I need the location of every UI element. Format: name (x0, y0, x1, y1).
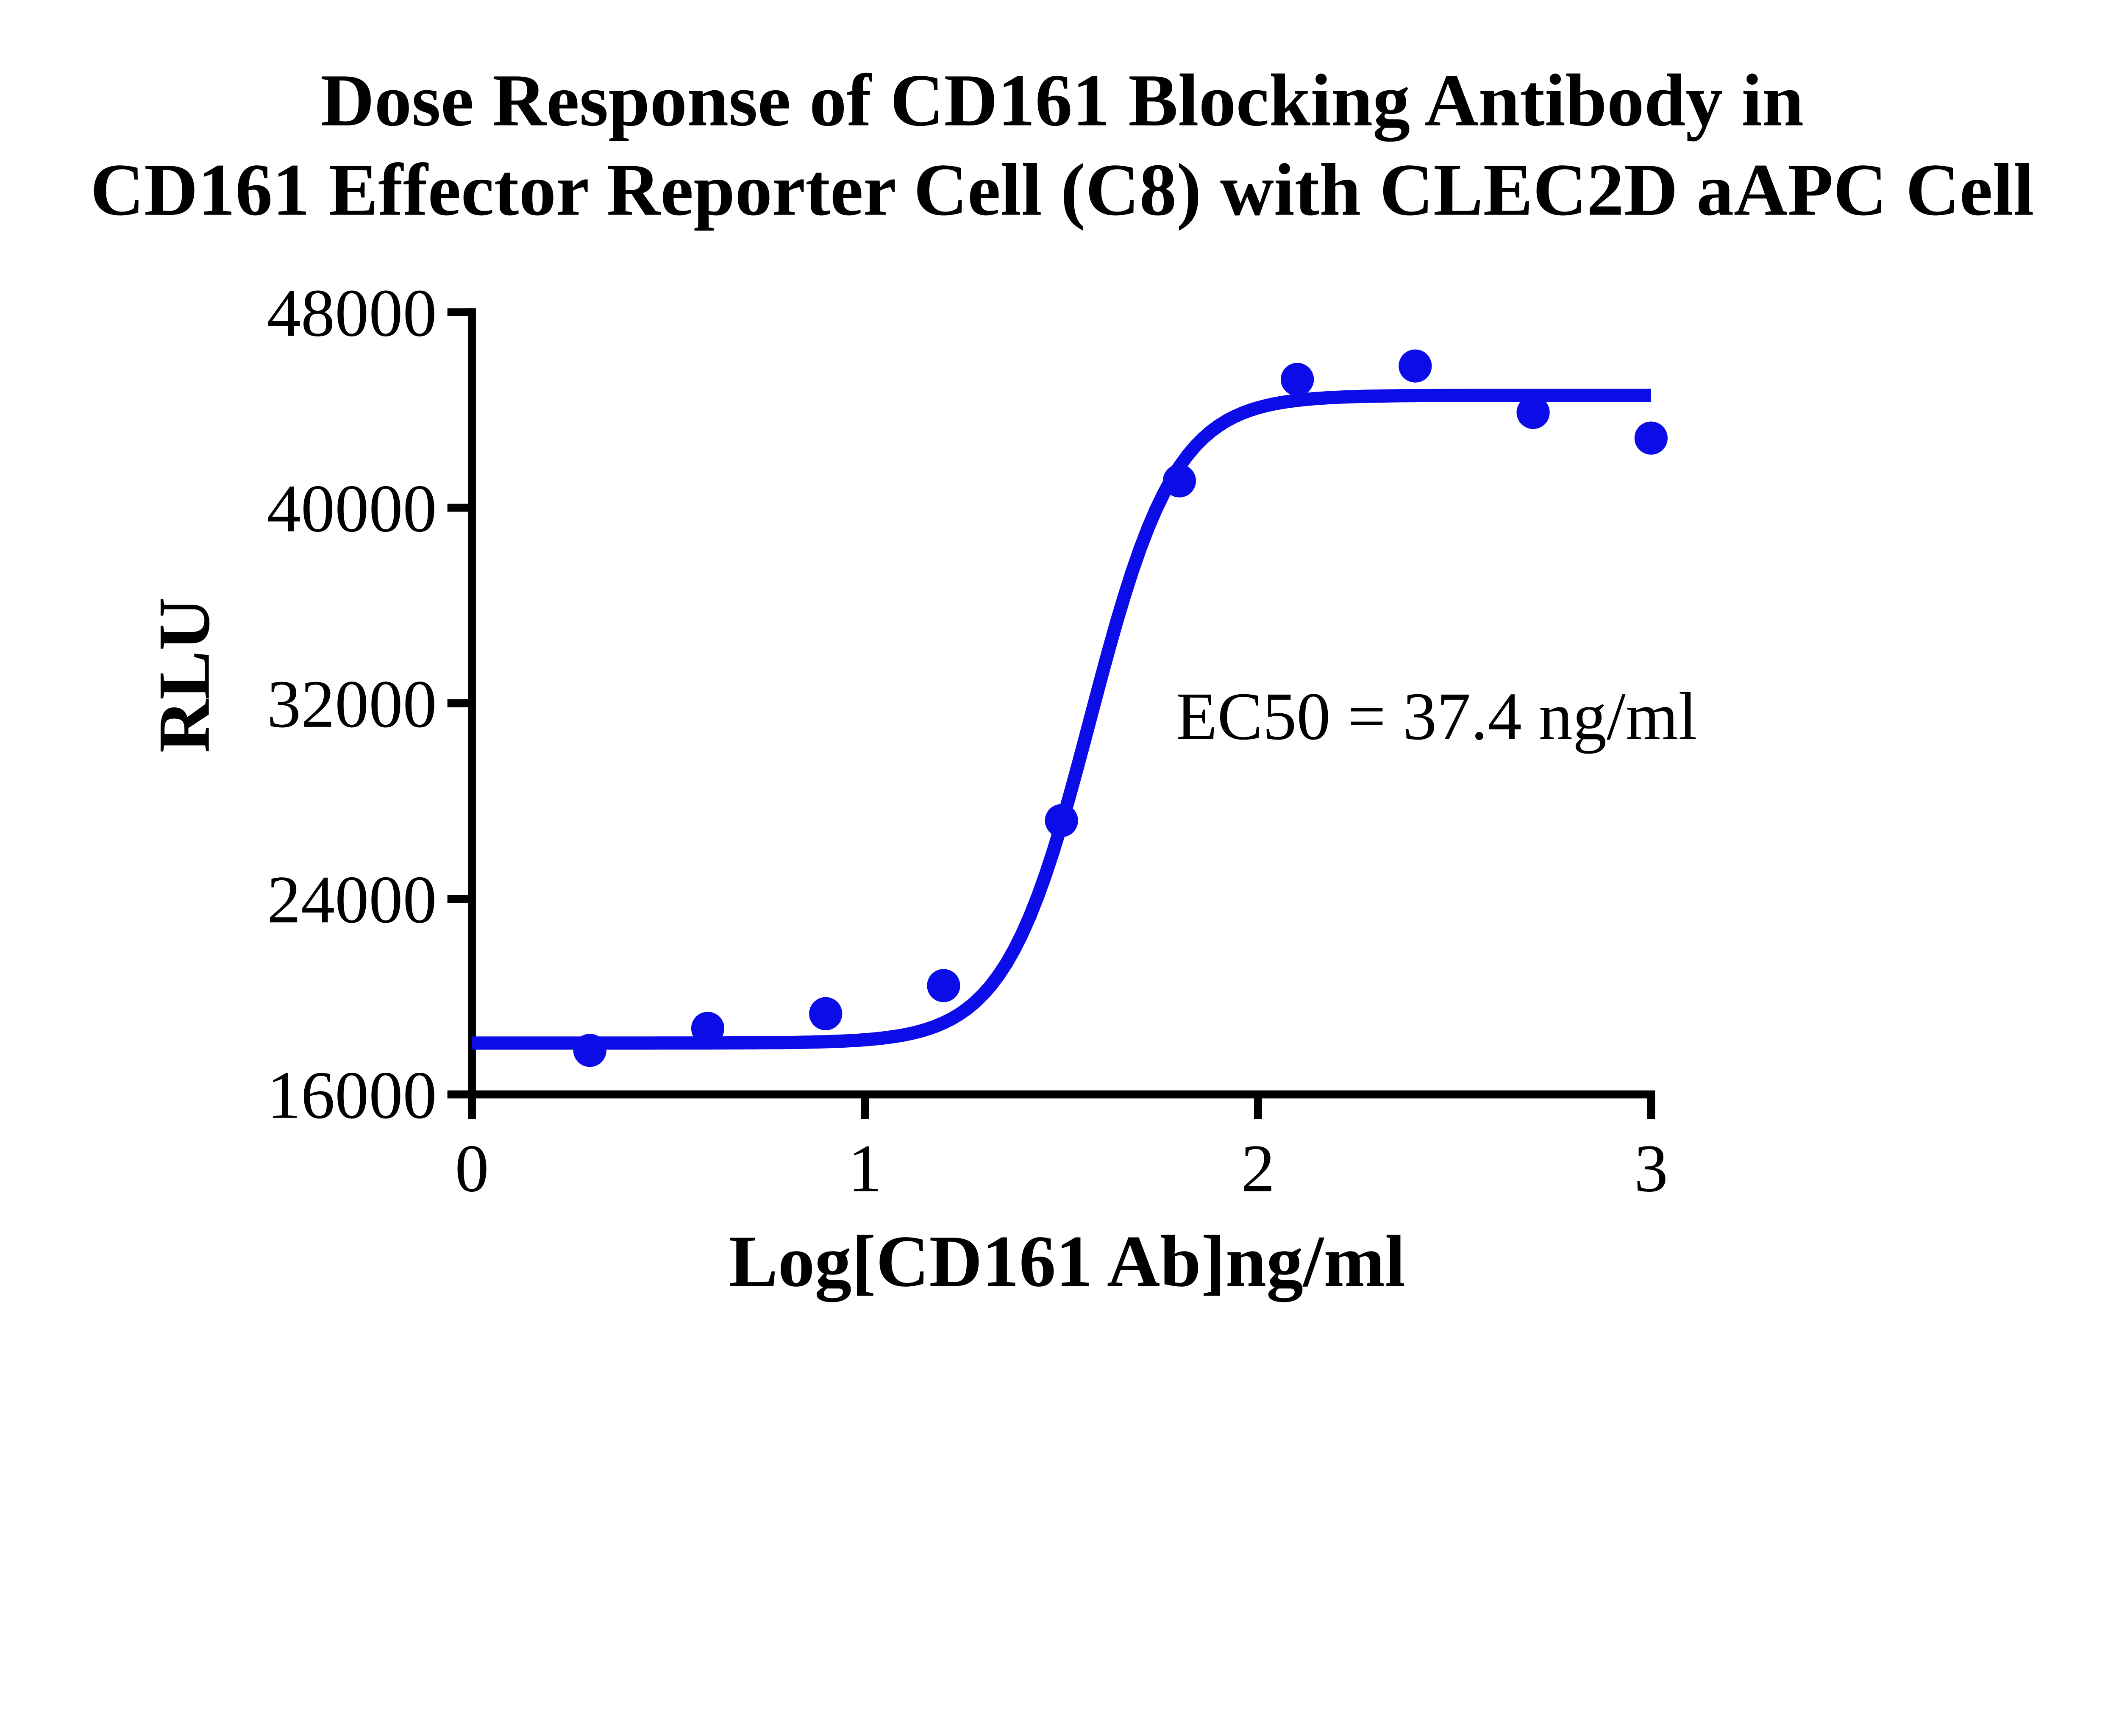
data-point (1045, 804, 1078, 837)
plot-area (472, 349, 1668, 1067)
title-line-1: Dose Response of CD161 Blocking Antibody… (320, 59, 1804, 142)
data-point (691, 1012, 725, 1045)
title-line-2: CD161 Effector Reporter Cell (C8) with C… (90, 149, 2034, 231)
y-tick-label: 16000 (267, 1057, 437, 1133)
data-point (1634, 421, 1668, 455)
y-axis-title: RLU (143, 598, 225, 753)
axes: 16000 24000 32000 40000 48000 0 1 2 3 (267, 275, 1668, 1206)
x-axis-title: Log[CD161 Ab]ng/ml (729, 1220, 1405, 1302)
x-tick-label: 3 (1634, 1130, 1668, 1206)
data-point (1516, 395, 1550, 429)
data-point (573, 1034, 606, 1067)
data-point (1162, 464, 1196, 498)
chart-title: Dose Response of CD161 Blocking Antibody… (90, 59, 2034, 231)
ec50-annotation: EC50 = 37.4 ng/ml (1176, 679, 1697, 754)
data-point (809, 997, 843, 1030)
dose-response-chart: Dose Response of CD161 Blocking Antibody… (90, 59, 2034, 1302)
y-tick-label: 48000 (267, 275, 437, 351)
y-tick-label: 32000 (267, 666, 437, 742)
y-tick-label: 24000 (267, 862, 437, 937)
x-tick-label: 0 (455, 1130, 489, 1206)
dose-response-figure: Dose Response of CD161 Blocking Antibody… (90, 59, 2034, 1302)
data-point (1281, 363, 1314, 396)
x-tick-label: 2 (1241, 1130, 1275, 1206)
data-point (1399, 349, 1432, 383)
x-tick-label: 1 (848, 1130, 882, 1206)
y-tick-label: 40000 (267, 471, 437, 546)
data-point (927, 969, 960, 1002)
